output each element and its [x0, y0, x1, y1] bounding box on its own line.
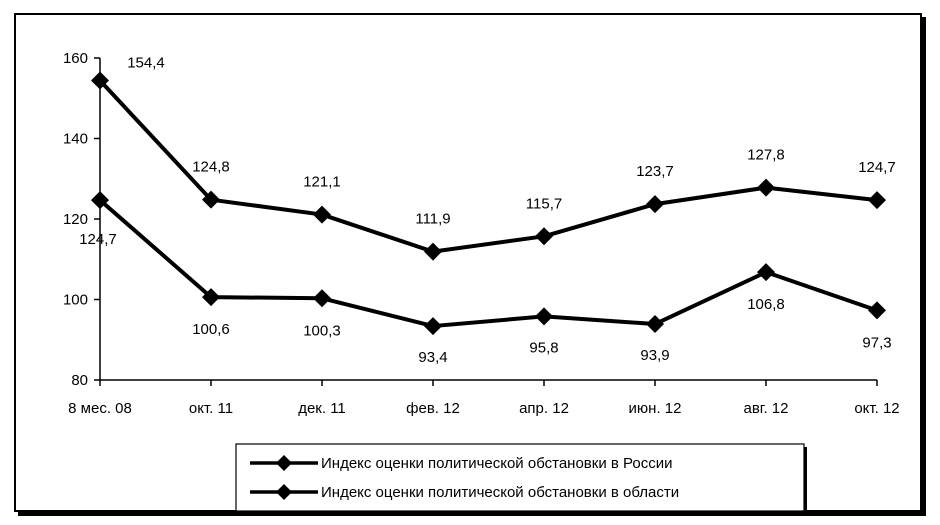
data-label: 95,8: [529, 339, 558, 356]
y-tick-label: 80: [71, 372, 88, 389]
data-point-marker: [868, 301, 886, 320]
data-point-marker: [646, 315, 664, 334]
series-line-0: [98, 79, 878, 254]
data-point-marker: [868, 191, 886, 210]
legend-label-region: Индекс оценки политической обстановки в …: [321, 484, 679, 501]
series-line-1: [98, 198, 878, 329]
data-point-marker: [202, 190, 220, 209]
x-tick-label: 8 мес. 08: [68, 400, 132, 417]
data-label: 123,7: [636, 163, 674, 180]
data-label: 100,3: [303, 322, 341, 339]
data-label: 127,8: [747, 147, 785, 164]
chart-series: [91, 71, 886, 336]
data-point-marker: [313, 289, 331, 308]
legend-box-shadow-right: [804, 447, 807, 514]
data-label: 106,8: [747, 296, 785, 313]
data-label: 124,7: [79, 231, 117, 248]
data-point-marker: [646, 195, 664, 214]
data-point-marker: [757, 178, 775, 197]
x-tick-label: апр. 12: [519, 400, 569, 417]
data-label: 121,1: [303, 174, 341, 191]
data-label: 97,3: [862, 334, 891, 351]
legend-marker-region: [276, 484, 292, 500]
legend-label-russia: Индекс оценки политической обстановки в …: [321, 455, 672, 472]
data-label: 154,4: [127, 55, 165, 72]
data-point-marker: [424, 317, 442, 336]
data-point-marker: [313, 205, 331, 224]
y-tick-label: 140: [63, 131, 88, 148]
data-label: 93,4: [418, 349, 447, 366]
data-point-marker: [91, 191, 109, 210]
x-tick-label: июн. 12: [629, 400, 682, 417]
data-point-marker: [424, 242, 442, 261]
legend-marker-russia: [276, 455, 292, 471]
x-tick-label: дек. 11: [298, 400, 346, 417]
data-label: 93,9: [640, 347, 669, 364]
legend-item-russia: Индекс оценки политической обстановки в …: [250, 455, 672, 472]
legend-box: [235, 443, 805, 512]
data-point-marker: [535, 227, 553, 246]
y-tick-label: 100: [63, 292, 88, 309]
x-tick-label: фев. 12: [406, 400, 460, 417]
legend-item-region: Индекс оценки политической обстановки в …: [250, 484, 679, 501]
data-label: 111,9: [415, 211, 450, 228]
data-point-marker: [91, 71, 109, 90]
data-label: 124,7: [858, 159, 896, 176]
legend-box-shadow-bottom: [239, 511, 807, 514]
y-tick-label: 120: [63, 211, 88, 228]
x-tick-label: окт. 11: [189, 400, 233, 417]
chart-legend: Индекс оценки политической обстановки в …: [235, 443, 807, 514]
data-label: 124,8: [192, 159, 230, 176]
chart-frame: [14, 13, 922, 512]
data-point-marker: [535, 307, 553, 326]
chart-axes: 80 100 120 140 160 8 мес. 08 окт. 11 дек. 11 фев…: [63, 50, 900, 417]
data-label: 115,7: [526, 195, 562, 212]
data-label: 100,6: [192, 321, 230, 338]
y-tick-label: 160: [63, 50, 88, 67]
x-tick-label: окт. 12: [854, 400, 899, 417]
data-point-marker: [202, 288, 220, 307]
x-tick-label: авг. 12: [744, 400, 789, 417]
data-point-marker: [757, 263, 775, 282]
chart-data-labels: 154,4 124,8 121,1 111,9 115,7 123,7 127,8 124,7…: [79, 55, 896, 367]
